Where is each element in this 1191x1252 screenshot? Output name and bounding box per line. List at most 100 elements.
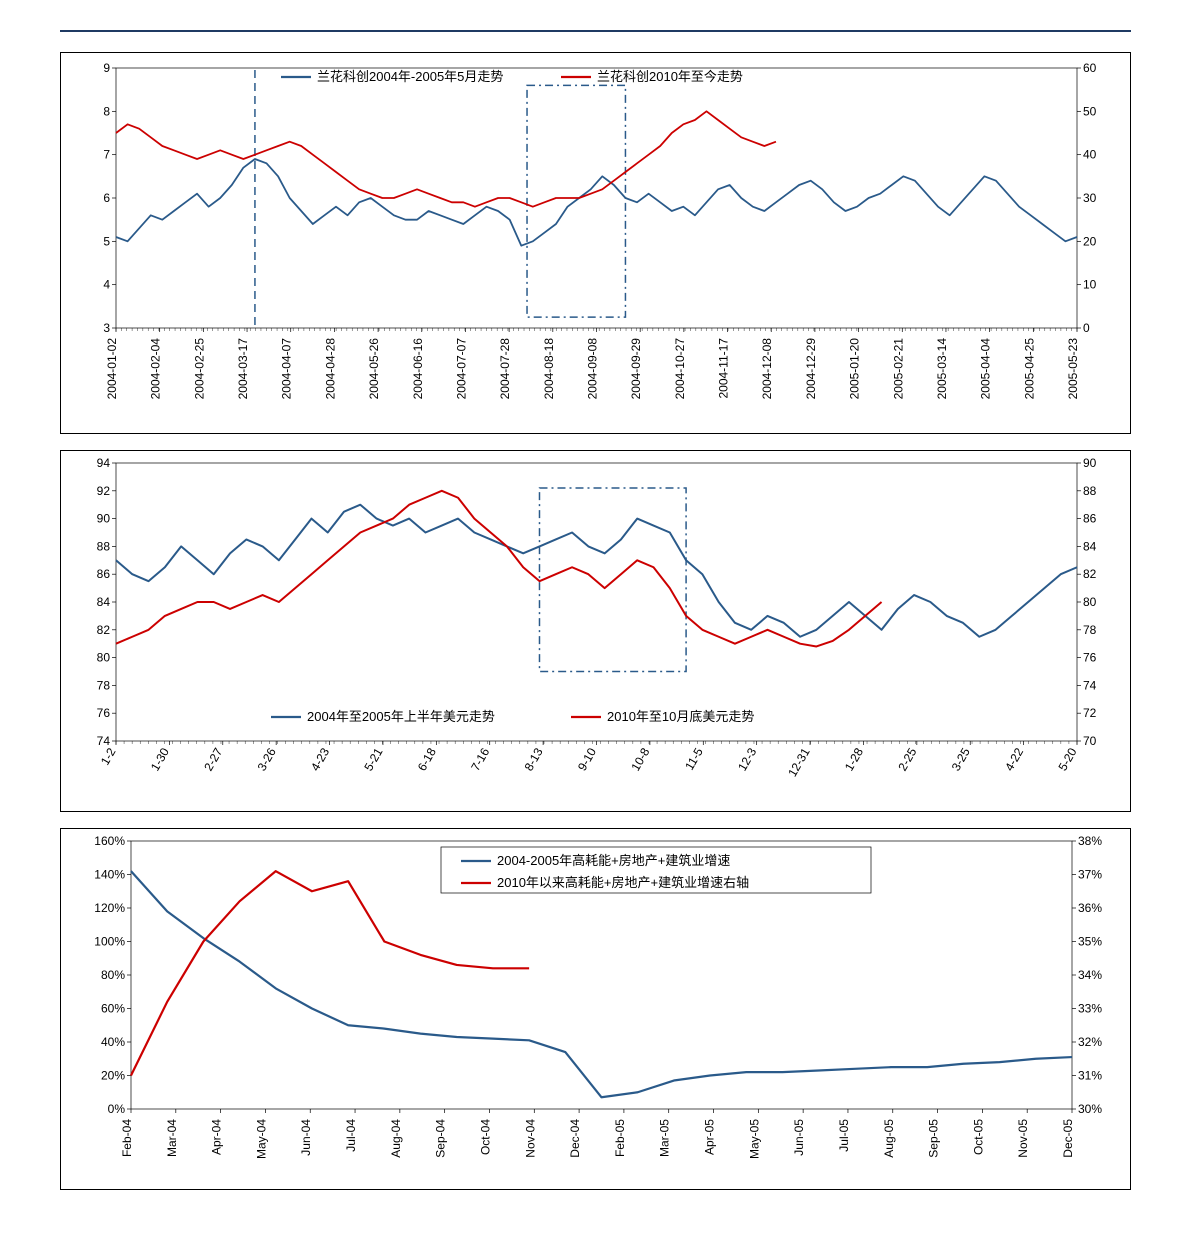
legend-label: 兰花科创2010年至今走势 xyxy=(597,69,743,84)
svg-text:86: 86 xyxy=(1083,512,1097,526)
svg-text:Nov-05: Nov-05 xyxy=(1016,1119,1030,1158)
svg-text:2-27: 2-27 xyxy=(201,745,225,773)
chart-1-frame: 345678901020304050602004-01-022004-02-04… xyxy=(60,52,1131,434)
svg-text:36%: 36% xyxy=(1078,901,1102,915)
svg-text:8: 8 xyxy=(103,104,110,118)
svg-text:5-20: 5-20 xyxy=(1055,745,1079,773)
svg-text:Nov-04: Nov-04 xyxy=(523,1119,537,1158)
svg-text:Oct-04: Oct-04 xyxy=(478,1119,492,1155)
svg-text:2005-01-20: 2005-01-20 xyxy=(848,338,862,400)
svg-text:34%: 34% xyxy=(1078,968,1102,982)
svg-text:Jun-05: Jun-05 xyxy=(792,1119,806,1156)
legend-label: 2010年以来高耗能+房地产+建筑业增速右轴 xyxy=(497,875,749,890)
svg-text:Jul-05: Jul-05 xyxy=(837,1119,851,1152)
svg-text:2004-11-17: 2004-11-17 xyxy=(717,338,731,399)
svg-text:3-25: 3-25 xyxy=(949,745,973,773)
svg-text:2-25: 2-25 xyxy=(895,745,919,773)
svg-text:3: 3 xyxy=(103,321,110,335)
svg-text:78: 78 xyxy=(97,678,111,692)
svg-text:May-05: May-05 xyxy=(747,1119,761,1159)
top-rule xyxy=(60,30,1131,32)
svg-text:140%: 140% xyxy=(94,868,125,882)
svg-text:Feb-05: Feb-05 xyxy=(613,1119,627,1157)
svg-text:10: 10 xyxy=(1083,278,1097,292)
svg-text:7-16: 7-16 xyxy=(468,745,492,773)
svg-text:40%: 40% xyxy=(101,1035,125,1049)
svg-text:2004-09-29: 2004-09-29 xyxy=(629,338,643,400)
svg-text:5: 5 xyxy=(103,234,110,248)
svg-text:1-30: 1-30 xyxy=(148,745,172,773)
svg-text:40: 40 xyxy=(1083,148,1097,162)
chart-3-frame: 0%20%40%60%80%100%120%140%160%30%31%32%3… xyxy=(60,828,1131,1190)
svg-text:2004-12-29: 2004-12-29 xyxy=(804,338,818,400)
svg-text:2005-02-21: 2005-02-21 xyxy=(891,338,905,400)
svg-text:2004-07-07: 2004-07-07 xyxy=(454,338,468,400)
chart-1: 345678901020304050602004-01-022004-02-04… xyxy=(61,53,1132,433)
svg-text:90: 90 xyxy=(97,512,111,526)
svg-text:60%: 60% xyxy=(101,1002,125,1016)
svg-text:Aug-05: Aug-05 xyxy=(882,1119,896,1158)
svg-text:2004-03-17: 2004-03-17 xyxy=(236,338,250,400)
svg-text:12-31: 12-31 xyxy=(785,745,813,779)
svg-text:84: 84 xyxy=(97,595,111,609)
svg-text:Dec-05: Dec-05 xyxy=(1061,1119,1075,1158)
svg-text:2004-06-16: 2004-06-16 xyxy=(411,338,425,400)
svg-text:2004-09-08: 2004-09-08 xyxy=(586,338,600,400)
svg-text:78: 78 xyxy=(1083,623,1097,637)
svg-text:Dec-04: Dec-04 xyxy=(568,1119,582,1158)
svg-text:9: 9 xyxy=(103,61,110,75)
svg-text:74: 74 xyxy=(97,734,111,748)
svg-text:2005-05-23: 2005-05-23 xyxy=(1066,338,1080,400)
svg-text:30: 30 xyxy=(1083,191,1097,205)
svg-text:88: 88 xyxy=(1083,484,1097,498)
svg-text:120%: 120% xyxy=(94,901,125,915)
svg-text:72: 72 xyxy=(1083,706,1097,720)
svg-text:37%: 37% xyxy=(1078,868,1102,882)
svg-text:33%: 33% xyxy=(1078,1002,1102,1016)
svg-text:Mar-04: Mar-04 xyxy=(165,1119,179,1157)
chart-2-frame: 7476788082848688909294707274767880828486… xyxy=(60,450,1131,812)
svg-text:1-2: 1-2 xyxy=(98,745,119,767)
svg-text:0%: 0% xyxy=(108,1102,126,1116)
svg-text:4-22: 4-22 xyxy=(1002,745,1026,773)
svg-text:12-3: 12-3 xyxy=(735,745,759,773)
svg-text:Mar-05: Mar-05 xyxy=(658,1119,672,1157)
svg-text:2005-04-25: 2005-04-25 xyxy=(1022,338,1036,400)
svg-text:3-26: 3-26 xyxy=(255,745,279,773)
svg-text:2004-08-18: 2004-08-18 xyxy=(542,338,556,400)
svg-text:10-8: 10-8 xyxy=(628,745,652,773)
svg-text:50: 50 xyxy=(1083,104,1097,118)
svg-text:1-28: 1-28 xyxy=(842,745,866,773)
svg-text:Feb-04: Feb-04 xyxy=(120,1119,134,1157)
page: 345678901020304050602004-01-022004-02-04… xyxy=(0,0,1191,1246)
svg-text:5-21: 5-21 xyxy=(361,745,385,773)
svg-text:82: 82 xyxy=(1083,567,1097,581)
legend: 2004年至2005年上半年美元走势2010年至10月底美元走势 xyxy=(271,709,754,724)
svg-text:84: 84 xyxy=(1083,539,1097,553)
svg-text:4: 4 xyxy=(103,278,110,292)
svg-text:2004-04-07: 2004-04-07 xyxy=(280,338,294,400)
svg-text:6: 6 xyxy=(103,191,110,205)
svg-text:0: 0 xyxy=(1083,321,1090,335)
svg-text:92: 92 xyxy=(97,484,111,498)
legend-label: 2010年至10月底美元走势 xyxy=(607,709,754,724)
chart-3: 0%20%40%60%80%100%120%140%160%30%31%32%3… xyxy=(61,829,1132,1189)
svg-text:May-04: May-04 xyxy=(254,1119,268,1159)
svg-text:100%: 100% xyxy=(94,935,125,949)
svg-text:11-5: 11-5 xyxy=(682,745,706,772)
svg-text:38%: 38% xyxy=(1078,834,1102,848)
svg-text:2004-07-28: 2004-07-28 xyxy=(498,338,512,400)
svg-text:2004-05-26: 2004-05-26 xyxy=(367,338,381,400)
svg-text:74: 74 xyxy=(1083,678,1097,692)
svg-text:70: 70 xyxy=(1083,734,1097,748)
svg-text:2004-04-28: 2004-04-28 xyxy=(323,338,337,400)
svg-text:2004-10-27: 2004-10-27 xyxy=(673,338,687,400)
svg-text:8-13: 8-13 xyxy=(522,745,546,773)
svg-text:2005-04-04: 2005-04-04 xyxy=(979,338,993,400)
svg-text:80%: 80% xyxy=(101,968,125,982)
svg-text:160%: 160% xyxy=(94,834,125,848)
svg-text:88: 88 xyxy=(97,539,111,553)
svg-text:Sep-05: Sep-05 xyxy=(927,1119,941,1158)
svg-text:2004-12-08: 2004-12-08 xyxy=(760,338,774,400)
svg-text:Aug-04: Aug-04 xyxy=(389,1119,403,1158)
